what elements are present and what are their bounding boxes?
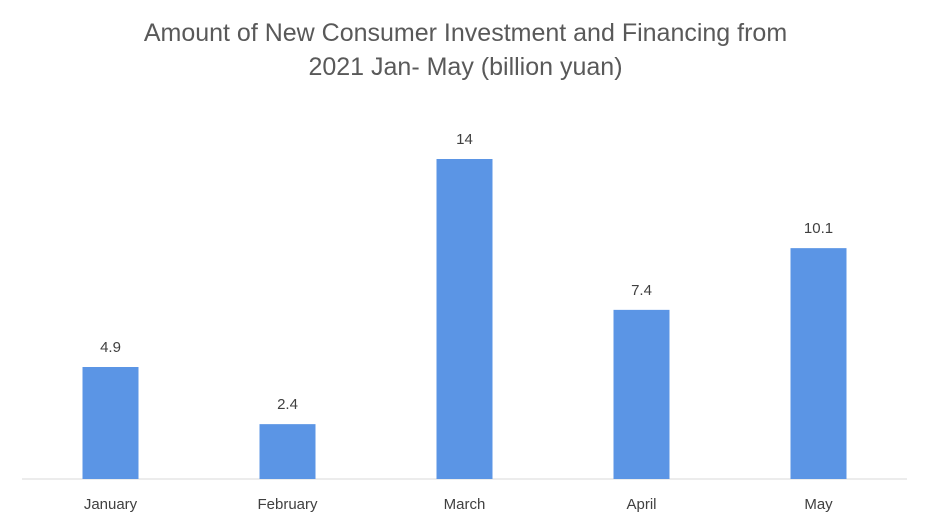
category-label-february: February [257,496,318,513]
chart-title: Amount of New Consumer Investment and Fi… [0,16,931,84]
labels-group: 4.9 January 2.4 February 14 March 7.4 April 10.1… [84,131,833,513]
value-label-may: 10.1 [804,220,833,237]
category-label-january: January [84,496,138,513]
bar-april [613,309,670,479]
bar-march [436,159,493,479]
category-label-april: April [626,496,656,513]
value-label-march: 14 [456,131,473,148]
bar-may [790,248,847,479]
value-label-february: 2.4 [277,396,298,413]
chart-title-line-2: 2021 Jan- May (billion yuan) [308,53,623,81]
bars-group [82,159,847,479]
value-label-april: 7.4 [631,282,652,299]
bar-february [259,424,316,479]
category-label-march: March [444,496,486,513]
bar-january [82,367,139,479]
category-label-may: May [804,496,833,513]
value-label-january: 4.9 [100,339,121,356]
chart-title-line-1: Amount of New Consumer Investment and Fi… [143,19,788,47]
